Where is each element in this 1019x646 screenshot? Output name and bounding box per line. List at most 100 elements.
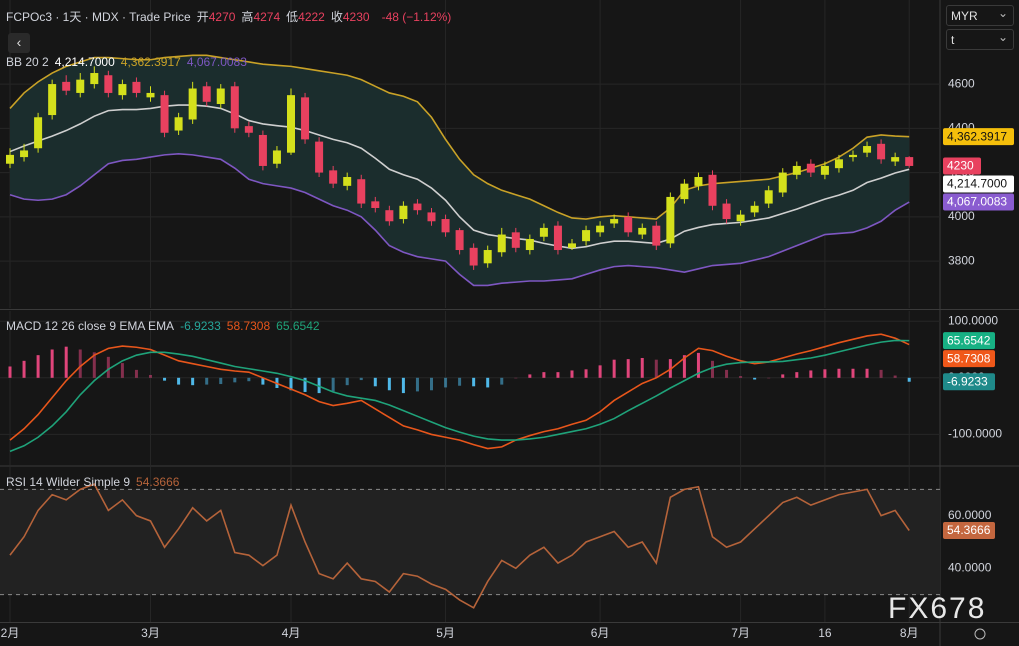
candle-body	[301, 97, 310, 140]
candle-body	[385, 210, 394, 222]
histogram-bar	[458, 377, 462, 386]
candle-body	[708, 174, 717, 206]
y-tick-label: 40.0000	[948, 560, 992, 574]
histogram-bar	[331, 377, 335, 392]
candle-body	[596, 225, 605, 233]
price-badge	[943, 175, 1014, 193]
histogram-bar	[22, 360, 26, 378]
candle-body	[6, 154, 14, 164]
candle-body	[118, 84, 127, 96]
histogram-bar	[837, 368, 841, 378]
price-badge	[943, 373, 995, 391]
candle-body	[469, 247, 478, 266]
price-badge-label: 54.3666	[947, 523, 991, 537]
histogram-bar	[120, 363, 124, 378]
ohlc-label: 开	[196, 10, 209, 24]
candle-body	[329, 170, 338, 184]
x-tick-label: 6月	[591, 626, 610, 640]
histogram-bar	[570, 370, 574, 378]
candle-body	[272, 150, 281, 164]
candle-body	[357, 179, 366, 204]
histogram-bar	[36, 355, 40, 378]
x-tick-label: 16	[818, 626, 832, 640]
histogram-bar	[149, 374, 152, 378]
x-tick-label: 5月	[436, 626, 455, 640]
settings-icon	[974, 628, 986, 640]
price-badge	[943, 350, 995, 368]
indicator-name: MACD 12 26 close 9 EMA EMA	[6, 319, 175, 333]
histogram-bar	[261, 377, 265, 385]
ohlc-label: 高	[241, 10, 254, 24]
price-badge	[943, 157, 981, 175]
price-badge-label: 4,214.7000	[947, 177, 1007, 191]
candle-body	[806, 163, 815, 173]
candle-body	[694, 177, 703, 186]
candle-body	[750, 205, 759, 213]
candle-body	[287, 95, 295, 153]
legend-value: 4,362.3917	[120, 55, 181, 69]
legend-value: 54.3666	[136, 475, 180, 489]
histogram-bar	[359, 377, 363, 381]
bb-legend: BB 20 2 4,214.7000 4,362.3917 4,067.0083	[6, 55, 253, 69]
histogram-bar	[626, 359, 630, 378]
price-badge-label: 4,362.3917	[947, 129, 1007, 143]
histogram-bar	[92, 352, 96, 378]
candle-body	[736, 214, 745, 222]
y-tick-label: 3800	[948, 253, 975, 267]
candle-body	[399, 205, 408, 220]
histogram-bar	[303, 377, 307, 392]
histogram-bar	[753, 377, 757, 380]
price-badge-label: 4,067.0083	[947, 195, 1007, 209]
histogram-bar	[134, 369, 138, 378]
histogram-bar	[500, 377, 504, 385]
y-tick-label: -100.0000	[948, 427, 1002, 441]
ohlc-value: 4274	[253, 10, 281, 24]
candle-body	[76, 79, 85, 93]
histogram-bar	[177, 377, 181, 385]
x-tick-label: 7月	[731, 626, 750, 640]
x-tick-label: 2月	[1, 626, 20, 640]
ohlc-label: 收	[330, 10, 343, 24]
candle-body	[427, 212, 436, 222]
histogram-bar	[486, 377, 490, 388]
candle-body	[905, 157, 914, 166]
candle-body	[315, 141, 324, 173]
candle-body	[525, 238, 534, 251]
candle-body	[90, 73, 99, 85]
candle-body	[146, 92, 155, 98]
line-rsi	[9, 483, 910, 609]
histogram-bar	[865, 368, 869, 378]
price-badge-label: 58.7308	[947, 351, 991, 365]
y-tick-label: 4600	[948, 76, 975, 90]
histogram-bar	[682, 355, 686, 378]
candle-body	[638, 227, 647, 235]
price-badge	[943, 128, 1014, 146]
histogram-bar	[219, 377, 223, 385]
legend-value: 58.7308	[226, 319, 271, 333]
rsi-legend: RSI 14 Wilder Simple 9 54.3666	[6, 475, 185, 489]
collapse-button[interactable]: ‹	[8, 33, 30, 53]
histogram-bar	[781, 374, 785, 378]
candle-body	[764, 190, 773, 204]
histogram-bar	[345, 377, 349, 386]
candle-body	[132, 81, 141, 93]
histogram-bar	[893, 375, 897, 378]
candle-body	[792, 165, 801, 175]
histogram-bar	[556, 372, 560, 378]
histogram-bar	[598, 365, 602, 378]
line-basis	[9, 104, 910, 250]
histogram-bar	[654, 359, 658, 378]
price-badge	[943, 332, 995, 350]
currency-select[interactable]: MYR	[946, 3, 1014, 26]
legend-value: 65.6542	[276, 319, 320, 333]
candle-body	[511, 232, 520, 248]
line-upper	[9, 54, 910, 220]
histogram-bar	[8, 366, 12, 378]
y-tick-label: 60.0000	[948, 508, 992, 522]
histogram-bar	[809, 370, 813, 378]
candle-body	[371, 201, 380, 208]
candle-body	[160, 95, 169, 133]
indicator-name: RSI 14 Wilder Simple 9	[6, 475, 131, 489]
unit-select[interactable]: t	[946, 27, 1014, 50]
